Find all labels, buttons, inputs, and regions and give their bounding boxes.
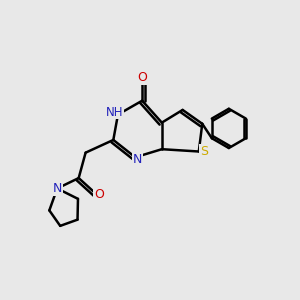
Text: NH: NH xyxy=(106,106,123,119)
Text: O: O xyxy=(137,71,147,84)
Text: N: N xyxy=(52,182,62,195)
Text: O: O xyxy=(94,188,104,201)
Text: N: N xyxy=(133,153,142,166)
Text: S: S xyxy=(200,145,208,158)
